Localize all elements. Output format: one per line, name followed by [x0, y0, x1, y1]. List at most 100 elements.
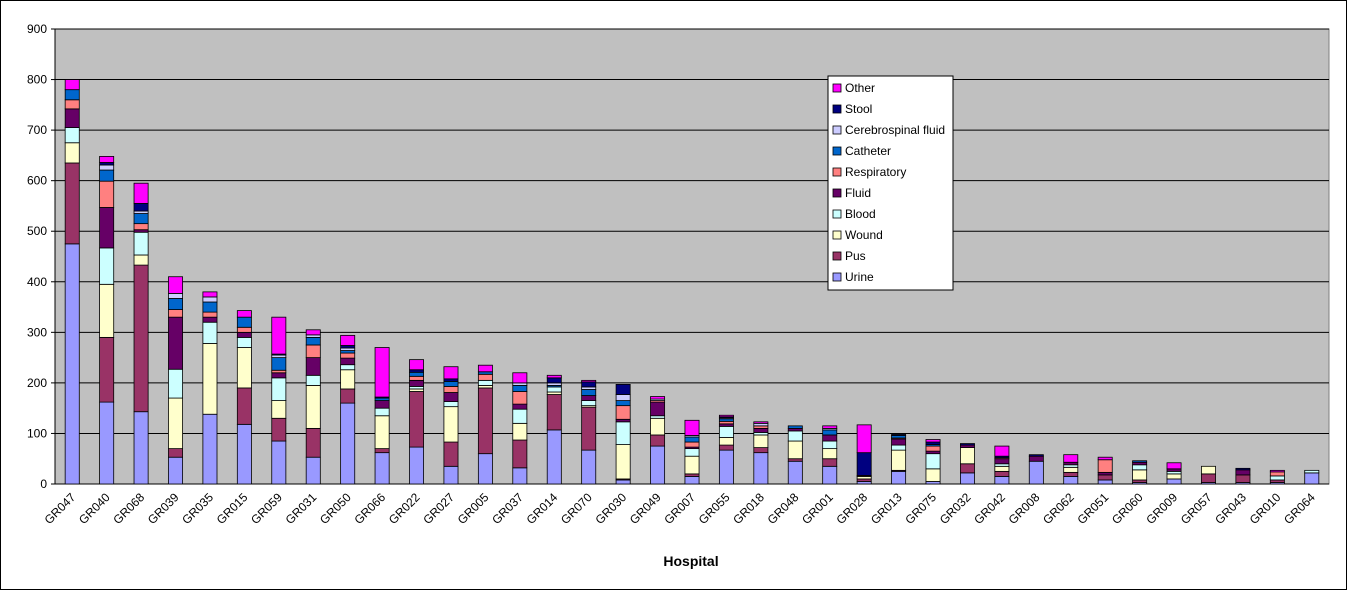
legend: Other Stool Cerebrospinal fluid Catheter Res… [827, 75, 954, 291]
y-tick-label: 600 [27, 174, 47, 188]
bar-segment-gr015-pus [236, 387, 252, 425]
bar-segment-gr013-stool [891, 434, 907, 436]
bar-segment-gr039-pus [168, 448, 183, 458]
bar-segment-gr075-blood [925, 453, 941, 470]
bar-segment-gr010-other [1269, 469, 1285, 473]
bar-segment-gr050-blood [340, 364, 356, 371]
y-tick-label: 300 [27, 325, 47, 339]
bar-segment-gr008-stool [1028, 454, 1044, 457]
bar-segment-gr050-respiratory [340, 352, 356, 359]
bar-segment-gr037-pus [512, 439, 528, 469]
bar-segment-gr059-fluid [271, 372, 287, 379]
bar-segment-gr050-fluid [340, 357, 356, 366]
x-tick-label: GR022 [386, 490, 423, 527]
x-tick-label: GR008 [1006, 490, 1043, 527]
bar-segment-gr062-pus [1063, 471, 1079, 477]
x-tick-label: GR039 [145, 490, 182, 527]
bar-segment-gr007-wound [684, 455, 700, 475]
legend-label: Cerebrospinal fluid [845, 123, 945, 137]
x-tick-label: GR009 [1143, 490, 1180, 527]
bar-segment-gr027-blood [443, 401, 459, 408]
legend-label: Stool [845, 102, 872, 116]
bar-segment-gr047-respiratory [64, 99, 80, 110]
bar-segment-gr059-pus [271, 417, 287, 442]
bar-segment-gr032-stool [960, 443, 975, 446]
bar-segment-gr043-stool [1235, 467, 1251, 471]
bar-segment-gr015-respiratory [236, 326, 252, 333]
bar-segment-gr055-urine [718, 449, 734, 485]
bar-segment-gr039-catheter [168, 298, 183, 310]
bar-segment-gr050-other [340, 334, 356, 346]
bar-segment-gr051-respiratory [1097, 459, 1113, 473]
bar-segment-gr066-fluid [374, 400, 390, 409]
bar-segment-gr028-other [856, 424, 872, 454]
x-tick-label: GR014 [524, 490, 561, 527]
bar-segment-gr040-cerebrospinal-fluid [99, 164, 115, 171]
bar-segment-gr007-blood [684, 448, 700, 457]
bar-segment-gr027-fluid [443, 392, 459, 402]
bar-segment-gr049-urine [650, 445, 666, 485]
bar-segment-gr050-pus [340, 388, 356, 404]
bar-segment-gr009-urine [1166, 478, 1182, 485]
y-tick-label: 800 [27, 73, 47, 87]
bar-segment-gr066-blood [374, 407, 390, 417]
x-tick-label: GR018 [730, 490, 767, 527]
bar-segment-gr068-pus [133, 264, 149, 413]
bar-segment-gr068-catheter [133, 213, 149, 225]
y-tick-label: 200 [27, 376, 47, 390]
legend-label: Respiratory [845, 165, 906, 179]
bar-segment-gr060-wound [1132, 469, 1148, 481]
bar-segment-gr037-wound [512, 422, 528, 441]
bar-segment-gr027-pus [443, 441, 459, 467]
bar-segment-gr040-wound [99, 283, 115, 338]
bar-segment-gr001-urine [822, 465, 838, 485]
bar-segment-gr018-urine [753, 452, 769, 485]
bar-segment-gr039-wound [168, 397, 183, 450]
bar-segment-gr030-blood [615, 421, 631, 445]
y-tick-label: 500 [27, 224, 47, 238]
bar-segment-gr062-urine [1063, 476, 1079, 485]
bar-segment-gr015-urine [236, 423, 252, 485]
bar-segment-gr030-catheter [615, 400, 631, 407]
bar-segment-gr027-catheter [443, 380, 459, 387]
bar-segment-gr032-wound [960, 447, 975, 465]
bar-segment-gr060-blood [1132, 464, 1148, 471]
legend-label: Other [845, 81, 875, 95]
bar-segment-gr005-pus [477, 387, 493, 455]
legend-label: Blood [845, 207, 876, 221]
legend-swatch [832, 83, 842, 93]
bar-segment-gr031-catheter [305, 336, 321, 346]
x-tick-label: GR013 [868, 490, 905, 527]
bar-segment-gr075-other [925, 439, 941, 443]
bar-segment-gr064-urine [1304, 472, 1320, 485]
y-tick-label: 100 [27, 426, 47, 440]
bar-segment-gr005-respiratory [477, 373, 493, 381]
bar-segment-gr007-urine [684, 476, 700, 485]
bar-segment-gr008-urine [1028, 460, 1044, 485]
bar-segment-gr022-catheter [409, 371, 424, 377]
x-tick-label: GR040 [76, 490, 113, 527]
bar-segment-gr032-pus [960, 463, 975, 474]
bar-segment-gr028-stool [856, 452, 872, 476]
bar-segment-gr005-other [477, 364, 493, 373]
bar-segment-gr039-urine [168, 456, 183, 485]
bar-segment-gr027-wound [443, 406, 459, 443]
x-tick-label: GR010 [1247, 490, 1284, 527]
legend-label: Urine [845, 270, 874, 284]
bar-segment-gr001-wound [822, 448, 838, 460]
bar-segment-gr039-fluid [168, 316, 183, 370]
bar-segment-gr059-urine [271, 440, 287, 485]
bar-segment-gr030-cerebrospinal-fluid [615, 394, 631, 401]
x-tick-label: GR042 [971, 490, 1008, 527]
bar-segment-gr039-respiratory [168, 309, 183, 318]
bar-segment-gr068-wound [133, 254, 149, 266]
x-tick-label: GR005 [455, 490, 492, 527]
plot-area [54, 28, 1330, 485]
legend-label: Catheter [845, 144, 891, 158]
bar-segment-gr035-fluid [202, 316, 218, 323]
bar-segment-gr059-other [271, 316, 287, 355]
bar-segment-gr018-wound [753, 434, 769, 449]
bar-segment-gr031-respiratory [305, 344, 321, 359]
bar-segment-gr035-urine [202, 413, 218, 485]
bar-segment-gr013-blood [891, 444, 907, 451]
